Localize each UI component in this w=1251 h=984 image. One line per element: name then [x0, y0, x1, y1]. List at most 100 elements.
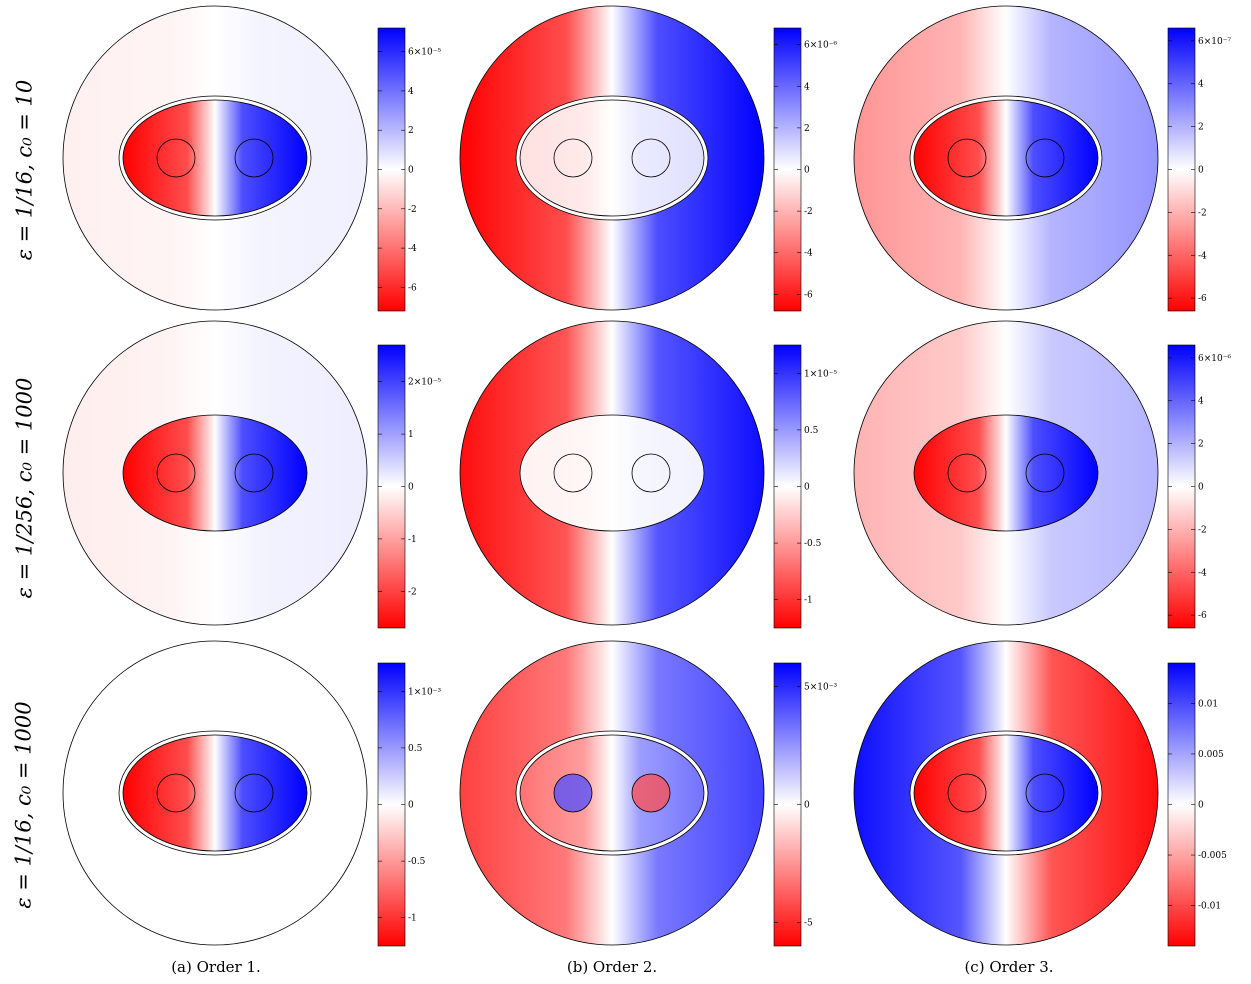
- inner-ellipse: [913, 414, 1099, 532]
- caption-b: (b) Order 2.: [566, 958, 658, 976]
- colorbar-tick-label: -2: [804, 207, 813, 217]
- inclusion-right: [234, 773, 274, 813]
- colorbar-tick-label: 0: [804, 801, 810, 811]
- colorbar-tick-label: -0.5: [804, 539, 822, 549]
- inclusion-right: [631, 138, 671, 178]
- colorbar-tick-label: 1×10⁻³: [408, 687, 441, 697]
- colorbar-tick-label: -2: [1198, 208, 1207, 218]
- colorbar-tick-label: 0: [804, 166, 810, 176]
- colorbar-tick-label: 6×10⁻⁶: [804, 41, 837, 51]
- row-label-1: ε = 1/16, c₀ = 10: [12, 79, 37, 261]
- panel-r1c2: -6 -4 -2 0 2 4 6×10⁻⁶: [459, 5, 837, 312]
- caption-a: (a) Order 1.: [171, 958, 261, 976]
- colorbar-tick-label: 4: [1198, 397, 1204, 407]
- colorbar: [377, 662, 406, 947]
- colorbar-tick-label: -6: [1198, 611, 1207, 621]
- panel-r2c1: -2 -1 0 1 2×10⁻⁵: [62, 320, 441, 629]
- colorbar-tick-label: 0: [804, 483, 810, 493]
- colorbar-tick-label: 0.005: [1198, 750, 1224, 760]
- colorbar-tick-label: 0: [408, 483, 414, 493]
- colorbar-tick-label: -2: [408, 587, 417, 597]
- inclusion-right: [1025, 773, 1065, 813]
- colorbar-tick-label: 2: [1198, 440, 1204, 450]
- colorbar-tick-label: -2: [1198, 525, 1207, 535]
- colorbar-tick-label: 0: [408, 801, 414, 811]
- colorbar: [1167, 344, 1196, 629]
- colorbar-tick-label: 0: [1198, 483, 1204, 493]
- panel-r3c2: -5 0 5×10⁻³: [459, 640, 837, 947]
- inclusion-right: [1025, 138, 1065, 178]
- colorbar-tick-label: 0: [1198, 801, 1204, 811]
- row-label-3: ε = 1/16, c₀ = 1000: [12, 701, 37, 909]
- inclusion-left: [947, 453, 987, 493]
- inclusion-right: [631, 453, 671, 493]
- colorbar-tick-label: 5×10⁻³: [804, 683, 837, 693]
- panel-r1c1: -6 -4 -2 0 2 4 6×10⁻⁵: [62, 5, 441, 312]
- panel-r3c1: -1 -0.5 0 0.5 1×10⁻³: [62, 640, 441, 947]
- colorbar-tick-label: -6: [804, 290, 813, 300]
- inclusion-left: [156, 138, 196, 178]
- colorbar-tick-label: -1: [408, 535, 417, 545]
- inner-ellipse: [122, 414, 308, 532]
- colorbar-tick-label: 4: [804, 82, 810, 92]
- inclusion-right: [1025, 453, 1065, 493]
- colorbar-tick-label: -0.01: [1198, 902, 1221, 912]
- panel-r2c3: -6 -4 -2 0 2 4 6×10⁻⁶: [853, 320, 1231, 629]
- colorbar-tick-label: 6×10⁻⁵: [408, 48, 441, 58]
- colorbar-tick-label: -0.005: [1198, 851, 1227, 861]
- colorbar-tick-label: 4: [408, 87, 414, 97]
- colorbar-tick-label: -5: [804, 918, 813, 928]
- inner-ellipse: [519, 414, 705, 532]
- colorbar-tick-label: 0.01: [1198, 699, 1218, 709]
- panel-r3c3: -0.01 -0.005 0 0.005 0.01: [853, 640, 1227, 947]
- colorbar: [773, 662, 802, 947]
- colorbar-tick-label: -4: [1198, 251, 1207, 261]
- inner-ellipse: [519, 99, 705, 217]
- colorbar: [1167, 662, 1196, 947]
- colorbar-tick-label: 0.5: [804, 426, 819, 436]
- colorbar-tick-label: 2: [1198, 123, 1204, 133]
- colorbar-tick-label: -4: [1198, 568, 1207, 578]
- inner-ellipse: [122, 734, 308, 852]
- inclusion-left: [156, 773, 196, 813]
- colorbar-tick-label: -4: [408, 244, 417, 254]
- colorbar-tick-label: 2×10⁻⁵: [408, 378, 441, 388]
- colorbar: [377, 27, 406, 312]
- colorbar-tick-label: 1: [408, 430, 414, 440]
- inclusion-right: [631, 773, 671, 813]
- colorbar-tick-label: 1×10⁻⁵: [804, 369, 837, 379]
- colorbar-tick-label: 6×10⁻⁶: [1198, 354, 1231, 364]
- inclusion-left: [947, 773, 987, 813]
- inclusion-left: [553, 773, 593, 813]
- colorbar-tick-label: -0.5: [408, 857, 426, 867]
- row-label-2: ε = 1/256, c₀ = 1000: [12, 377, 36, 598]
- colorbar: [377, 344, 406, 629]
- inner-ellipse: [913, 99, 1099, 217]
- inner-ellipse: [913, 734, 1099, 852]
- inclusion-left: [553, 453, 593, 493]
- inclusion-left: [156, 453, 196, 493]
- panel-r2c2: -1 -0.5 0 0.5 1×10⁻⁵: [459, 320, 837, 629]
- colorbar-tick-label: -2: [408, 205, 417, 215]
- colorbar-tick-label: 0: [408, 166, 414, 176]
- colorbar-tick-label: 0.5: [408, 744, 423, 754]
- inner-ellipse: [519, 734, 705, 852]
- colorbar: [773, 344, 802, 629]
- colorbar-tick-label: 2: [804, 124, 810, 134]
- inclusion-right: [234, 453, 274, 493]
- colorbar-tick-label: -6: [1198, 294, 1207, 304]
- colorbar-tick-label: 4: [1198, 80, 1204, 90]
- colorbar-tick-label: -1: [408, 914, 417, 924]
- colorbar: [773, 27, 802, 312]
- colorbar: [1167, 27, 1196, 312]
- panel-r1c3: -6 -4 -2 0 2 4 6×10⁻⁷: [853, 5, 1231, 312]
- colorbar-tick-label: -1: [804, 596, 813, 606]
- inclusion-left: [553, 138, 593, 178]
- inner-ellipse: [122, 99, 308, 217]
- inclusion-right: [234, 138, 274, 178]
- colorbar-tick-label: 0: [1198, 166, 1204, 176]
- colorbar-tick-label: 2: [408, 126, 414, 136]
- colorbar-tick-label: 6×10⁻⁷: [1198, 37, 1231, 47]
- colorbar-tick-label: -4: [804, 249, 813, 259]
